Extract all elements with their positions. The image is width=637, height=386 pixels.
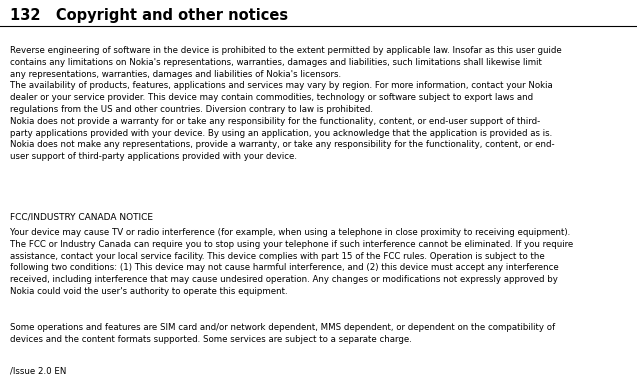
Text: FCC/INDUSTRY CANADA NOTICE: FCC/INDUSTRY CANADA NOTICE [10,212,153,221]
Text: 132   Copyright and other notices: 132 Copyright and other notices [10,8,288,23]
Text: Reverse engineering of software in the device is prohibited to the extent permit: Reverse engineering of software in the d… [10,46,562,161]
Text: /Issue 2.0 EN: /Issue 2.0 EN [10,366,66,375]
Text: Your device may cause TV or radio interference (for example, when using a teleph: Your device may cause TV or radio interf… [10,228,573,296]
Text: Some operations and features are SIM card and/or network dependent, MMS dependen: Some operations and features are SIM car… [10,323,555,344]
